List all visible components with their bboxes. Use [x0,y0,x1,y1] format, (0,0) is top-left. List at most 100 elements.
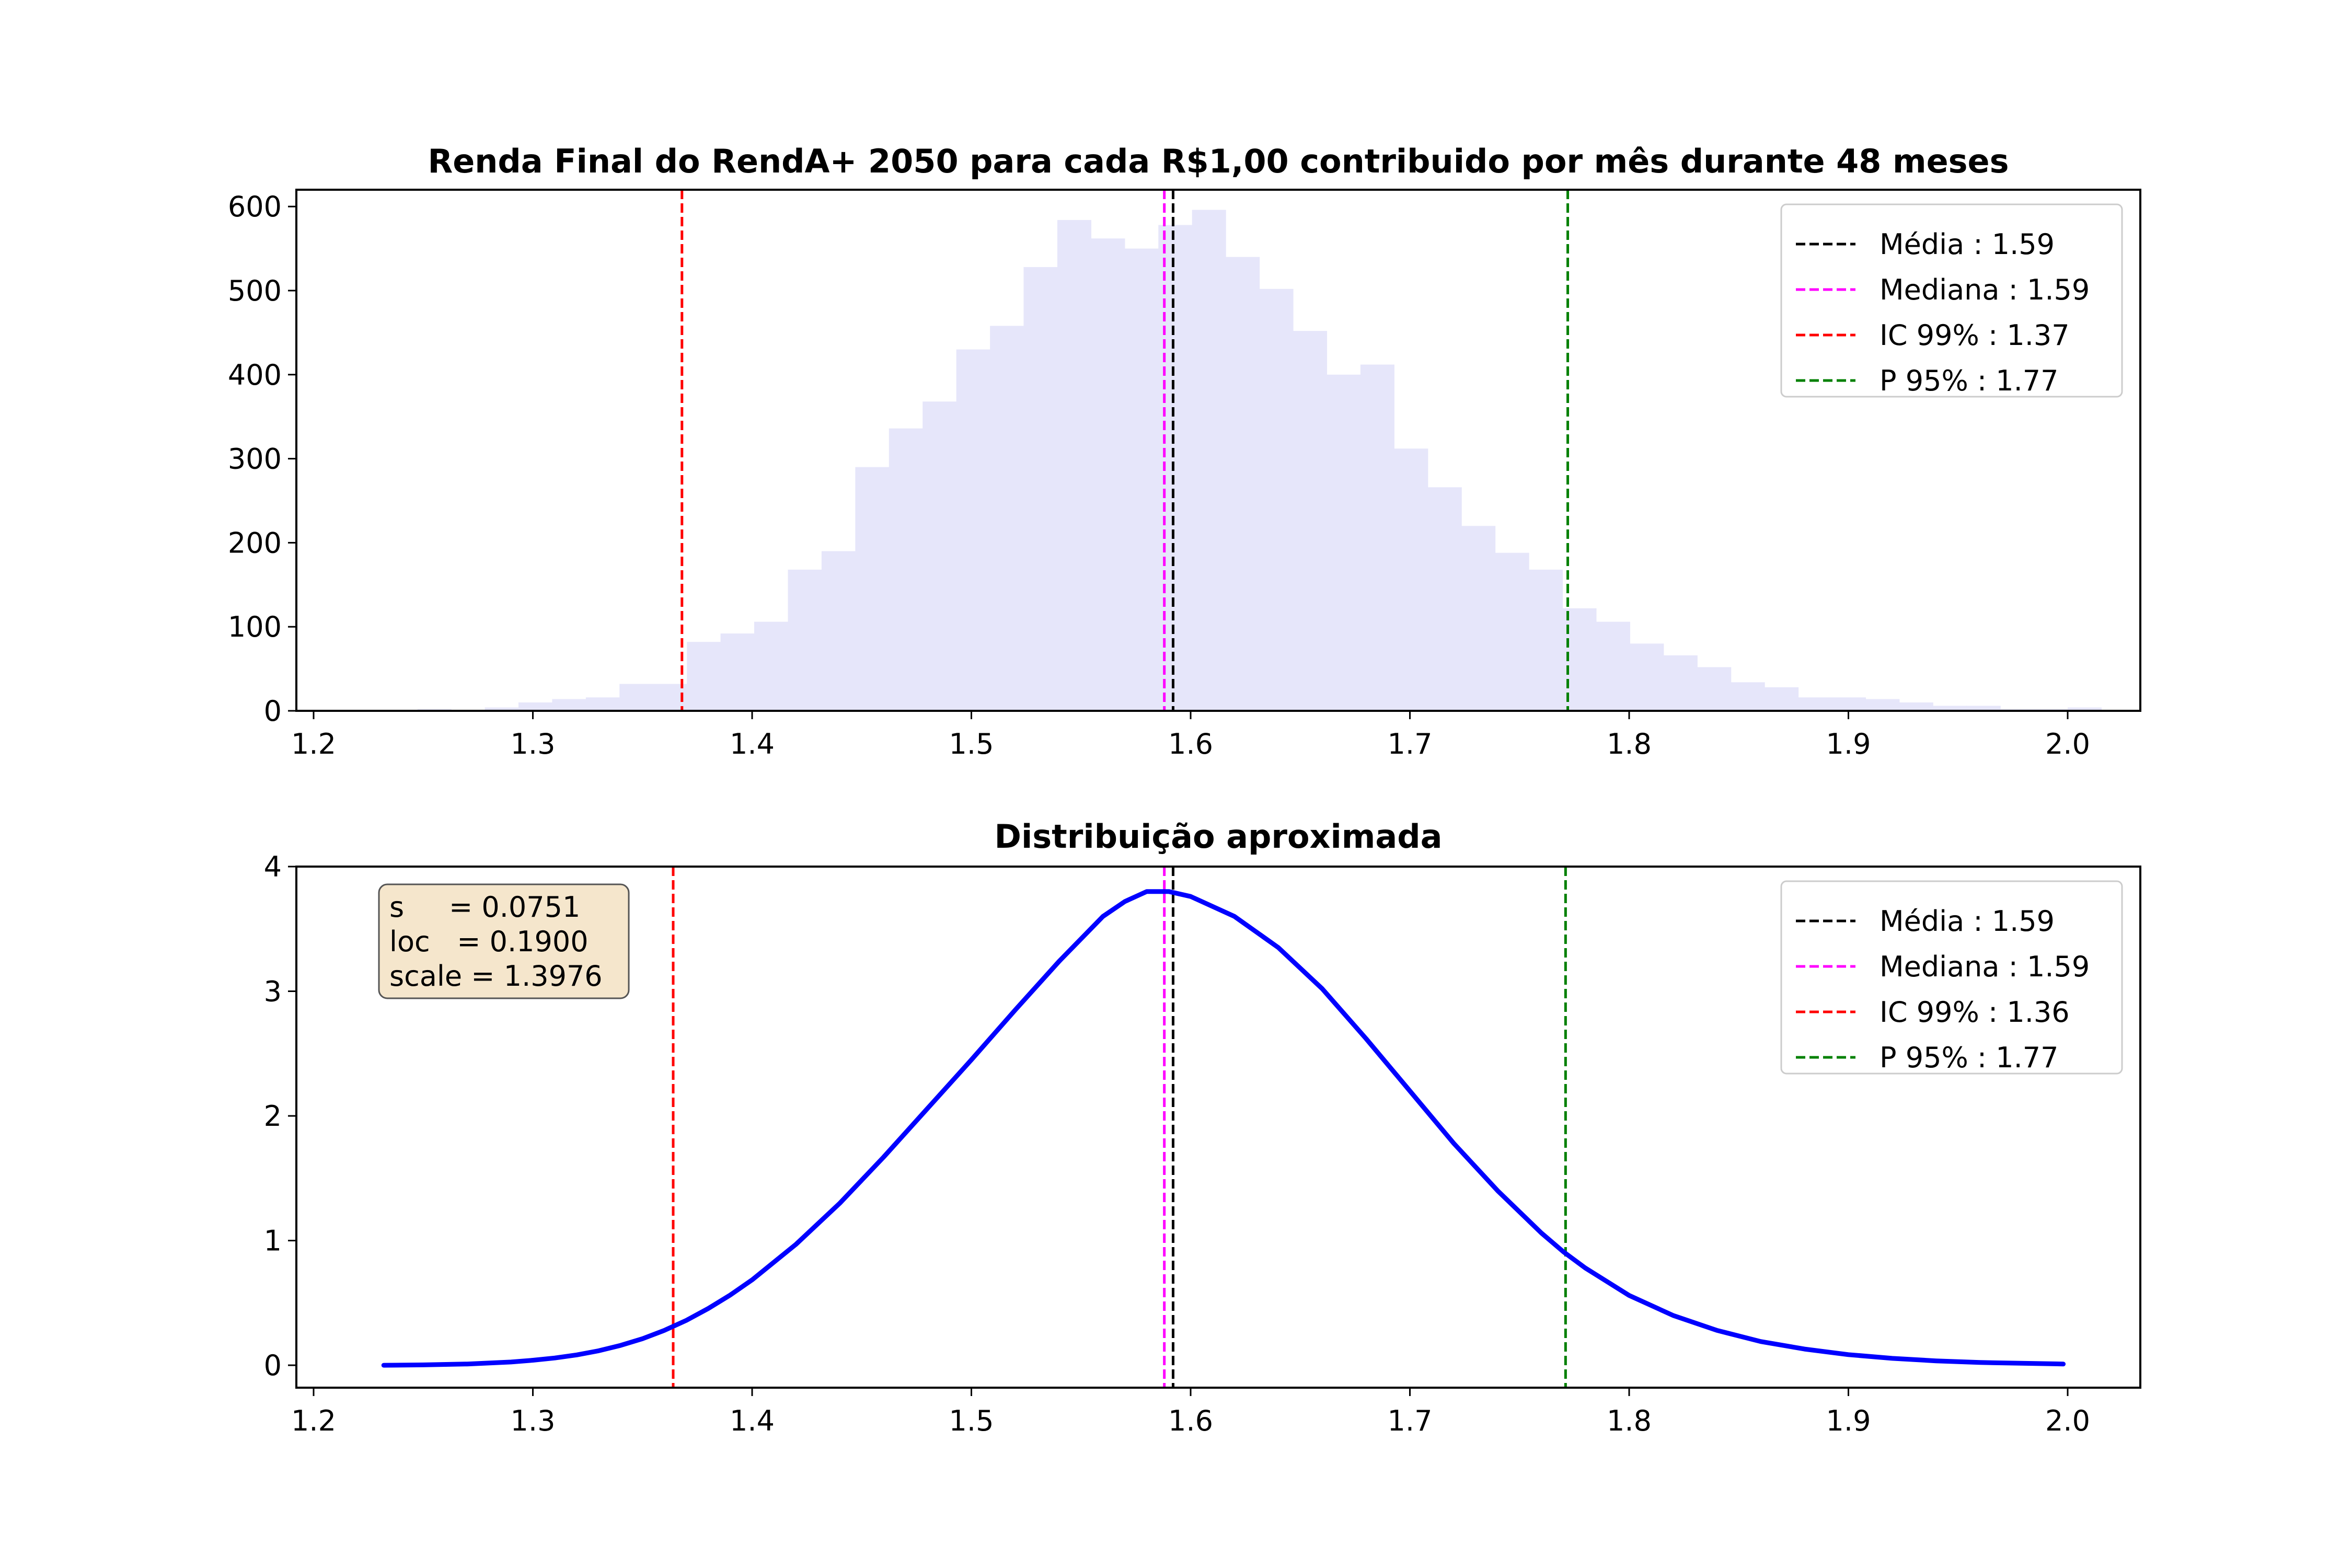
distribution-plot-frame [295,866,2141,1389]
x-tick-label: 1.5 [949,1404,994,1437]
x-tick-label: 1.9 [1826,728,1871,760]
x-tick-label: 1.7 [1388,1404,1433,1437]
histogram-bar [1865,699,1900,711]
x-tick-label: 1.7 [1388,728,1433,760]
histogram-bars [384,210,2136,711]
histogram-bar [1461,526,1496,711]
distribution-panel: Distribuição aproximada 1.2 1.3 1.4 1.5 1.6 1… [264,817,2141,1437]
histogram-bar [1124,248,1159,711]
legend-label: IC 99% : 1.37 [1880,319,2070,352]
distribution-line [381,889,2066,1368]
x-tick-label: 1.6 [1168,728,1213,760]
y-tick-label: 1 [264,1225,282,1258]
legend-box [1780,203,2123,398]
distribution-x-axis: 1.2 1.3 1.4 1.5 1.6 1.7 1.8 1.9 2.0 [291,1388,2090,1437]
histogram-panel: Renda Final do RendA+ 2050 para cada R$1… [228,142,2141,760]
legend-label: Mediana : 1.59 [1880,950,2090,983]
y-tick-label: 0 [264,1349,282,1382]
histogram-bar [754,621,789,711]
x-tick-label: 1.2 [291,728,336,760]
x-tick-label: 1.3 [511,728,556,760]
histogram-bar [923,401,957,711]
x-tick-label: 1.8 [1607,728,1652,760]
x-tick-label: 1.3 [511,1404,556,1437]
histogram-bar [485,707,519,711]
histogram-bar [788,569,822,711]
parameter-line: s = 0.0751 [389,891,580,924]
histogram-bar [1259,289,1294,711]
histogram-bar [1663,655,1698,711]
histogram-bar [990,326,1024,711]
histogram-bar [1394,448,1428,711]
histogram-bar [1596,621,1630,711]
y-tick-label: 4 [264,850,282,883]
histogram-plot-frame [295,189,2141,712]
histogram-bar [1798,697,1832,711]
histogram-bar [1630,643,1664,711]
histogram-bar [855,467,890,711]
histogram-bar [1023,267,1058,711]
distribution-reference-lines [672,867,1567,1388]
distribution-legend: Média : 1.59 Mediana : 1.59 IC 99% : 1.36 P… [1780,880,2123,1075]
y-tick-label: 300 [228,443,282,476]
legend-label: Média : 1.59 [1880,228,2055,261]
y-tick-label: 0 [264,695,282,728]
legend-label: Média : 1.59 [1880,905,2055,938]
legend-box [1780,880,2123,1075]
histogram-bar [956,349,990,711]
histogram-bar [1091,238,1125,711]
y-tick-label: 600 [228,190,282,223]
histogram-bar [1427,487,1462,711]
histogram-bar [1933,706,1967,711]
histogram-bar [619,684,654,711]
histogram-bar [687,642,721,711]
histogram-bar [1327,374,1361,711]
x-tick-label: 1.2 [291,1404,336,1437]
legend-label: P 95% : 1.77 [1880,364,2059,397]
x-tick-label: 1.5 [949,728,994,760]
y-tick-label: 500 [228,274,282,307]
histogram-bar [821,551,856,711]
x-tick-label: 2.0 [2045,1404,2090,1437]
x-tick-label: 1.6 [1168,1404,1213,1437]
histogram-bar [1697,667,1732,711]
legend-label: IC 99% : 1.36 [1880,996,2070,1029]
histogram-bar [1495,552,1529,711]
histogram-legend: Média : 1.59 Mediana : 1.59 IC 99% : 1.37 P… [1780,203,2123,398]
histogram-x-axis: 1.2 1.3 1.4 1.5 1.6 1.7 1.8 1.9 2.0 [291,711,2090,760]
y-tick-label: 2 [264,1100,282,1133]
histogram-bar [1765,687,1799,711]
histogram-bar [1899,702,1933,711]
legend-label: Mediana : 1.59 [1880,273,2090,306]
histogram-bar [1360,364,1394,711]
histogram-bar [1192,210,1226,711]
histogram-bar [1226,257,1260,711]
parameters-box-background [378,883,630,999]
histogram-bar [518,702,553,711]
histogram-bar [1057,220,1091,711]
histogram-bar [1529,569,1563,711]
histogram-bar [1831,697,1866,711]
y-tick-label: 200 [228,526,282,559]
histogram-bar [720,633,755,711]
parameter-line: loc = 0.1900 [389,925,589,958]
histogram-bar [1966,706,2001,711]
x-tick-label: 1.9 [1826,1404,1871,1437]
histogram-bar [1731,682,1765,711]
x-tick-label: 1.4 [730,728,775,760]
distribution-curve [381,889,2066,1368]
histogram-bar [585,697,620,711]
histogram-bar [552,699,586,711]
x-tick-label: 2.0 [2045,728,2090,760]
histogram-title: Renda Final do RendA+ 2050 para cada R$1… [428,142,2009,180]
y-tick-label: 100 [228,610,282,643]
histogram-bar [2068,707,2102,711]
distribution-title: Distribuição aproximada [995,817,1443,856]
histogram-y-axis: 0 100 200 300 400 500 600 [228,190,296,728]
y-tick-label: 400 [228,359,282,391]
parameter-line: scale = 1.3976 [389,960,603,993]
legend-label: P 95% : 1.77 [1880,1041,2059,1074]
histogram-bar [889,428,923,711]
